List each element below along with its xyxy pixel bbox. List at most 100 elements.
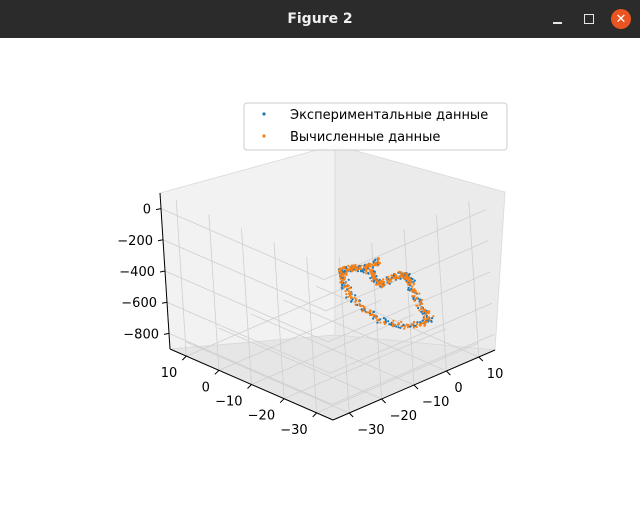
data-point: [379, 280, 382, 283]
data-point: [354, 303, 357, 306]
grid-line-z: [160, 208, 487, 281]
data-point: [416, 321, 419, 324]
data-point: [354, 263, 357, 266]
data-point: [354, 294, 357, 297]
data-point: [391, 322, 395, 325]
data-point: [391, 325, 394, 328]
data-point: [388, 323, 391, 326]
data-point: [348, 292, 351, 295]
data-point: [426, 310, 430, 313]
data-point: [376, 321, 379, 324]
title-bar[interactable]: Figure 2 ✕: [0, 0, 640, 38]
data-point: [410, 289, 413, 292]
data-point: [351, 270, 354, 273]
minimize-button[interactable]: [547, 9, 567, 29]
close-button[interactable]: ✕: [611, 9, 631, 29]
z-tick-mark: [161, 301, 168, 304]
data-point: [383, 320, 386, 324]
data-point: [369, 277, 372, 280]
z-tick-label: −200: [117, 234, 153, 249]
y-tick-label: 10: [487, 367, 504, 382]
data-point: [365, 266, 368, 269]
data-point: [349, 266, 352, 269]
data-point: [343, 278, 346, 281]
data-point: [413, 279, 416, 282]
data-point: [398, 275, 401, 278]
data-point: [407, 283, 410, 286]
data-point: [361, 310, 364, 313]
data-point: [384, 319, 387, 323]
data-point: [408, 289, 411, 292]
data-point: [365, 268, 368, 271]
data-point: [356, 265, 359, 269]
y-tick-label: −30: [357, 423, 384, 438]
data-point: [432, 315, 435, 318]
data-point: [416, 304, 419, 307]
grid-line-z: [168, 333, 495, 405]
data-point: [400, 274, 404, 277]
data-point: [377, 261, 380, 265]
data-point: [390, 278, 393, 281]
data-point: [412, 283, 415, 286]
data-point: [372, 280, 376, 283]
x-tick-mark: [214, 369, 220, 375]
data-point: [419, 300, 422, 303]
plot-canvas[interactable]: 0 −200 −400 −600 −800 10 0 −10 −20 −30 −30 −20 −10 0 1…: [0, 38, 640, 517]
data-point: [381, 284, 384, 287]
y-tick-mark: [478, 356, 484, 362]
data-point: [349, 287, 352, 290]
tick-labels: 0 −200 −400 −600 −800 10 0 −10 −20 −30 −30 −20 −10 0 1…: [117, 203, 503, 438]
data-point: [347, 278, 350, 281]
data-point: [343, 266, 346, 270]
data-point: [373, 270, 376, 273]
z-tick-label: 0: [143, 203, 151, 218]
data-point: [358, 302, 361, 305]
data-point: [418, 292, 421, 295]
data-point: [413, 299, 416, 302]
data-point: [418, 303, 421, 306]
data-point: [368, 263, 371, 266]
y-tick-label: −10: [422, 395, 449, 410]
maximize-button[interactable]: [579, 9, 599, 29]
data-point: [376, 259, 380, 262]
data-point: [343, 276, 347, 279]
legend-marker-experimental: [262, 112, 266, 116]
data-point: [357, 300, 360, 303]
data-point: [376, 264, 379, 267]
data-point: [421, 322, 424, 325]
data-point: [418, 321, 422, 324]
data-point: [409, 325, 412, 328]
data-point: [382, 317, 385, 320]
data-point: [340, 275, 343, 278]
data-point: [387, 320, 390, 323]
data-point: [407, 286, 410, 289]
data-point: [357, 268, 360, 271]
x-tick-label: −10: [215, 395, 242, 410]
data-point: [405, 323, 408, 326]
data-point: [413, 321, 416, 324]
data-point: [418, 309, 421, 312]
data-point: [394, 324, 397, 327]
data-point: [413, 294, 416, 297]
data-point: [347, 287, 350, 290]
data-point: [412, 297, 415, 300]
data-point: [362, 271, 365, 274]
z-tick-mark: [163, 332, 170, 335]
data-points: [337, 257, 435, 330]
data-point: [406, 278, 409, 281]
y-tick-mark: [381, 398, 386, 404]
minimize-icon: [552, 22, 562, 24]
data-point: [403, 277, 407, 280]
x-tick-mark: [247, 384, 252, 389]
data-point: [423, 315, 426, 318]
legend[interactable]: Экспериментальные данные Вычисленные дан…: [243, 102, 508, 151]
y-tick-mark: [413, 384, 419, 390]
data-point: [420, 310, 423, 313]
grid-line-z: [166, 301, 493, 374]
grid-line-z: [162, 239, 489, 312]
data-point: [370, 270, 374, 273]
x-tick-label: 10: [161, 366, 178, 381]
data-point: [375, 283, 378, 286]
scatter-3d-chart[interactable]: 0 −200 −400 −600 −800 10 0 −10 −20 −30 −30 −20 −10 0 1…: [0, 38, 640, 517]
data-point: [371, 313, 374, 316]
